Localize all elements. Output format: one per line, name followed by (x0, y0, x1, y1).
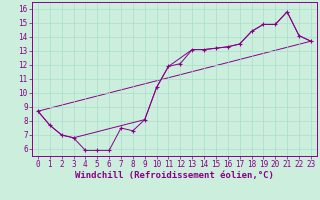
X-axis label: Windchill (Refroidissement éolien,°C): Windchill (Refroidissement éolien,°C) (75, 171, 274, 180)
